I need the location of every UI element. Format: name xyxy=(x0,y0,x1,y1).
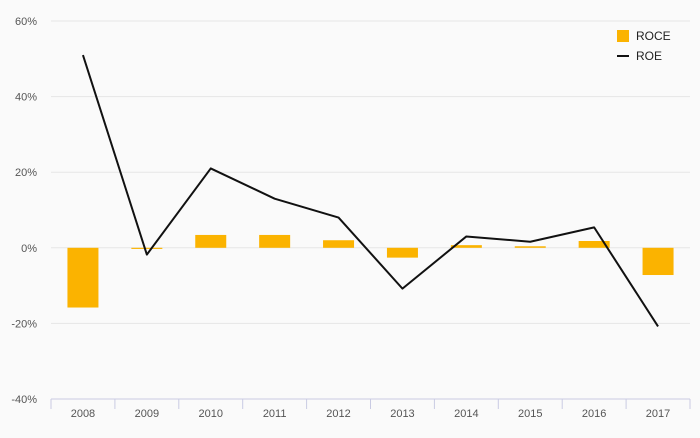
legend: ROCE ROE xyxy=(617,29,671,63)
legend-label-roce: ROCE xyxy=(636,29,671,43)
bar-roce xyxy=(387,248,418,258)
x-tick-label: 2010 xyxy=(199,408,223,420)
x-tick-label: 2014 xyxy=(454,408,478,420)
x-tick-label: 2008 xyxy=(71,408,95,420)
bars-group xyxy=(67,235,673,308)
legend-label-roe: ROE xyxy=(636,49,662,63)
y-tick-label: -20% xyxy=(11,318,37,330)
y-tick-label: 20% xyxy=(15,167,37,179)
x-tick-label: 2017 xyxy=(646,408,670,420)
y-tick-label: 0% xyxy=(21,243,37,255)
y-axis-labels: -40% -20% 0% 20% 40% 60% xyxy=(11,16,37,406)
x-tick-label: 2013 xyxy=(390,408,414,420)
x-tick-label: 2016 xyxy=(582,408,606,420)
bar-roce xyxy=(323,240,354,248)
gridlines xyxy=(51,21,690,323)
x-tick-label: 2012 xyxy=(326,408,350,420)
bar-roce xyxy=(67,248,98,308)
bar-roce xyxy=(515,246,546,248)
legend-swatch-roce xyxy=(617,30,629,42)
x-tick-label: 2011 xyxy=(263,408,287,420)
bar-roce xyxy=(259,235,290,248)
bar-roce xyxy=(195,235,226,248)
line-group xyxy=(83,55,658,326)
bar-roce xyxy=(131,248,162,249)
y-tick-label: -40% xyxy=(11,394,37,406)
x-tick-label: 2009 xyxy=(135,408,159,420)
y-tick-label: 60% xyxy=(15,16,37,28)
line-roe xyxy=(83,55,658,326)
y-tick-label: 40% xyxy=(15,92,37,104)
bar-roce xyxy=(643,248,674,275)
x-tick-label: 2015 xyxy=(518,408,542,420)
x-axis-labels: 2008 2009 2010 2011 2012 2013 2014 2015 2016 2017 xyxy=(71,408,671,420)
